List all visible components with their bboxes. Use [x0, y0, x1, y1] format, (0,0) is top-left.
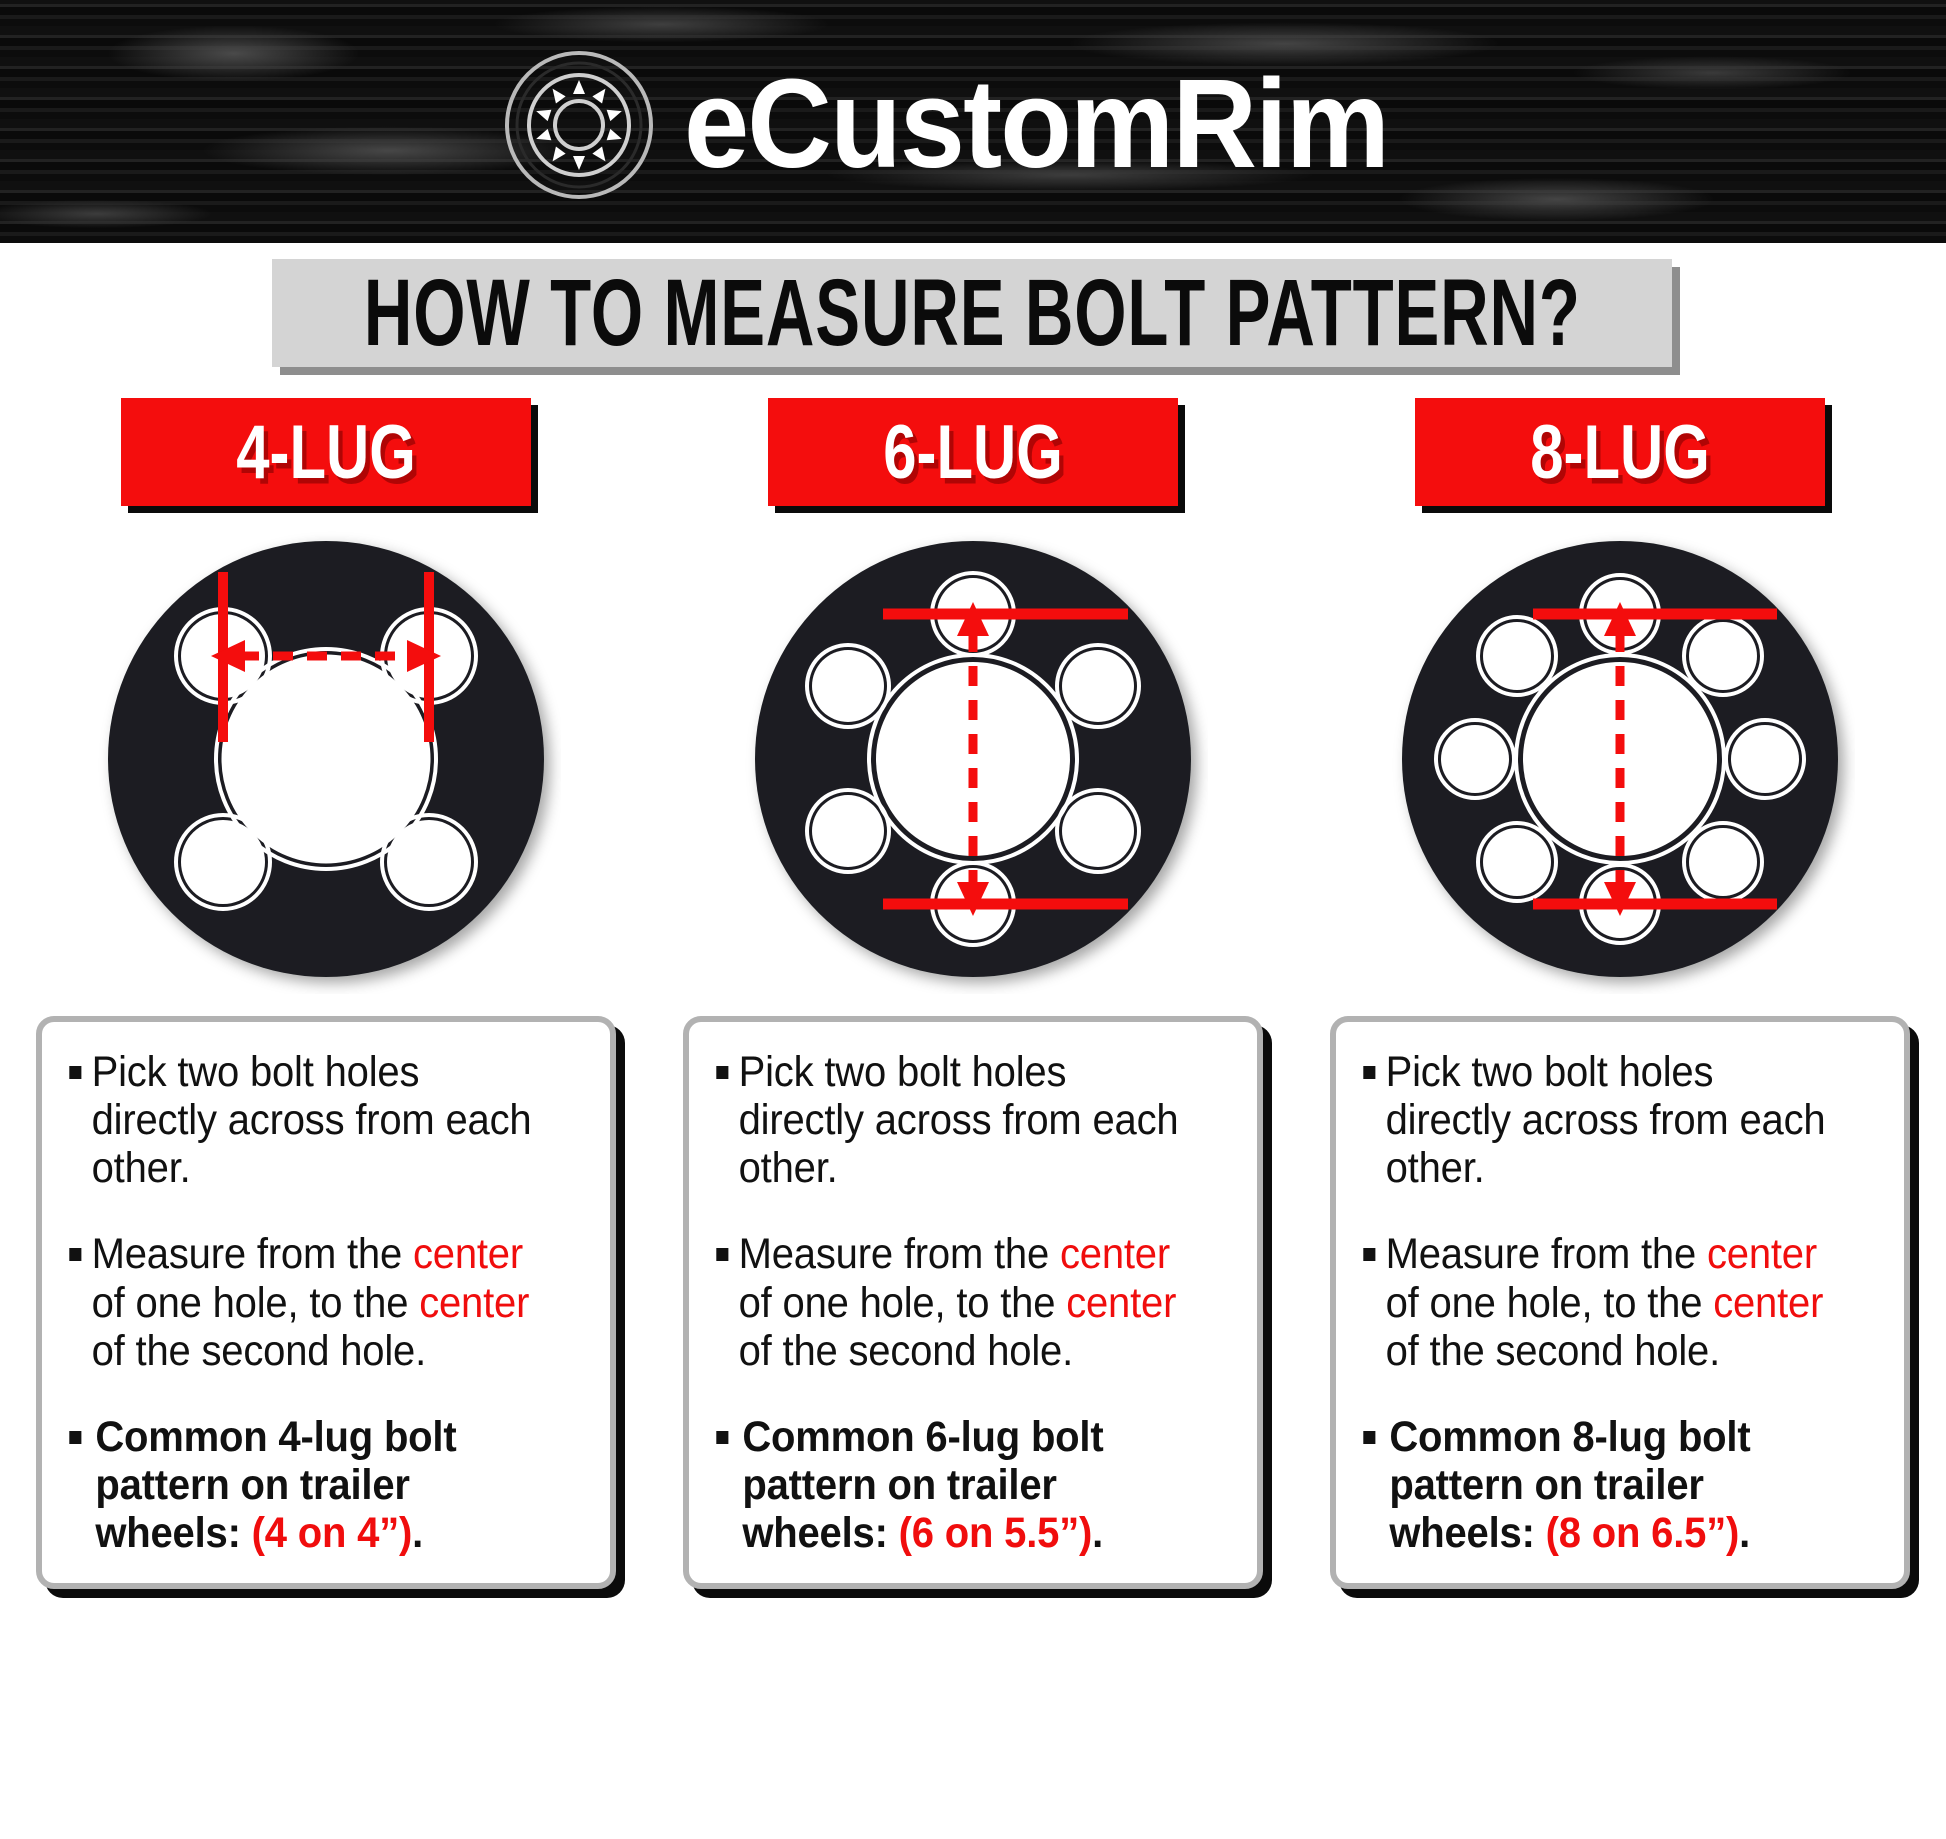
diagram-slot-six-lug [738, 520, 1208, 998]
measure-guides [883, 608, 1128, 910]
highlight-bolt-pattern: (6 on 5.5”) [898, 1509, 1093, 1558]
bullet-text: Measure from the [738, 1230, 1060, 1279]
page-header: eCustomRim [0, 0, 1946, 243]
highlight-center-2: center [1066, 1278, 1177, 1327]
wheel-diagram-four-lug [108, 541, 544, 977]
bullet-text: Common 8-lug bolt pattern on trailer whe… [1389, 1412, 1751, 1558]
bullet-item: Pick two bolt holes directly across from… [707, 1048, 1198, 1192]
banner-eight-lug: 8-LUG [1415, 398, 1832, 513]
info-box-six-lug: Pick two bolt holes directly across from… [683, 1016, 1272, 1599]
measure-arrow-vertical [957, 602, 989, 916]
banner-label-six-lug: 6-LUG [883, 409, 1063, 495]
wheel-diagram-eight-lug [1402, 541, 1838, 977]
bullet-text: of the second hole. [91, 1326, 427, 1375]
bullet-text: Pick two bolt holes directly across from… [738, 1048, 1179, 1193]
info-box-four-lug: Pick two bolt holes directly across from… [36, 1016, 625, 1599]
center-bore [876, 662, 1070, 856]
bullet-text: of the second hole. [1385, 1326, 1721, 1375]
highlight-center-2: center [1713, 1278, 1824, 1327]
bullet-text: . [1739, 1509, 1751, 1558]
page-title-banner: HOW TO MEASURE BOLT PATTERN? [272, 259, 1680, 375]
column-eight-lug: 8-LUG [1320, 398, 1920, 1599]
bullet-text: Measure from the [1385, 1230, 1707, 1279]
bullet-text: of one hole, to the [738, 1278, 1067, 1327]
banner-four-lug: 4-LUG [121, 398, 538, 513]
bullet-text: . [412, 1509, 424, 1558]
bullet-item: Common 6-lug bolt pattern on trailer whe… [707, 1413, 1198, 1557]
measure-arrow-horizontal [211, 640, 441, 672]
highlight-bolt-pattern: (8 on 6.5”) [1545, 1509, 1740, 1558]
banner-label-eight-lug: 8-LUG [1530, 409, 1710, 495]
highlight-center-1: center [412, 1230, 523, 1279]
bullet-item: Common 4-lug bolt pattern on trailer whe… [60, 1413, 551, 1557]
bullet-item: Measure from the center of one hole, to … [1354, 1230, 1845, 1375]
bullet-text: Common 6-lug bolt pattern on trailer whe… [742, 1412, 1104, 1558]
measure-arrow-vertical [1604, 602, 1636, 916]
bullet-text: of one hole, to the [1385, 1278, 1714, 1327]
highlight-center-2: center [419, 1278, 530, 1327]
bullet-item: Measure from the center of one hole, to … [707, 1230, 1198, 1375]
diagram-slot-four-lug [91, 520, 561, 998]
bullet-text: Measure from the [91, 1230, 413, 1279]
center-bore [1523, 662, 1717, 856]
info-box-eight-lug: Pick two bolt holes directly across from… [1330, 1016, 1919, 1599]
bullet-text: Pick two bolt holes directly across from… [91, 1048, 532, 1193]
center-bore-ring [214, 647, 438, 871]
highlight-center-1: center [1059, 1230, 1170, 1279]
bullet-text: Pick two bolt holes directly across from… [1385, 1048, 1826, 1193]
bullet-text: Common 4-lug bolt pattern on trailer whe… [95, 1412, 457, 1558]
bullet-text: of the second hole. [738, 1326, 1074, 1375]
center-bore [221, 654, 431, 864]
wheel-diagram-six-lug [755, 541, 1191, 977]
diagram-slot-eight-lug [1385, 520, 1855, 998]
lug-columns-container: 4-LUG [0, 398, 1946, 1599]
highlight-bolt-pattern: (4 on 4”) [251, 1509, 413, 1558]
bullet-item: Common 8-lug bolt pattern on trailer whe… [1354, 1413, 1845, 1557]
bullet-text: of one hole, to the [91, 1278, 420, 1327]
banner-label-four-lug: 4-LUG [236, 409, 416, 495]
bullet-item: Measure from the center of one hole, to … [60, 1230, 551, 1375]
wheel-logo-icon [505, 50, 654, 199]
brand-name: eCustomRim [684, 52, 1390, 194]
bullet-item: Pick two bolt holes directly across from… [60, 1048, 551, 1192]
bullet-text: . [1092, 1509, 1104, 1558]
banner-six-lug: 6-LUG [768, 398, 1185, 513]
column-six-lug: 6-LUG [673, 398, 1273, 1599]
measure-guides [1533, 608, 1777, 910]
bolt-holes [805, 571, 1141, 947]
column-four-lug: 4-LUG [26, 398, 626, 1599]
highlight-center-1: center [1706, 1230, 1817, 1279]
page-title: HOW TO MEASURE BOLT PATTERN? [363, 259, 1581, 365]
bullet-item: Pick two bolt holes directly across from… [1354, 1048, 1845, 1192]
